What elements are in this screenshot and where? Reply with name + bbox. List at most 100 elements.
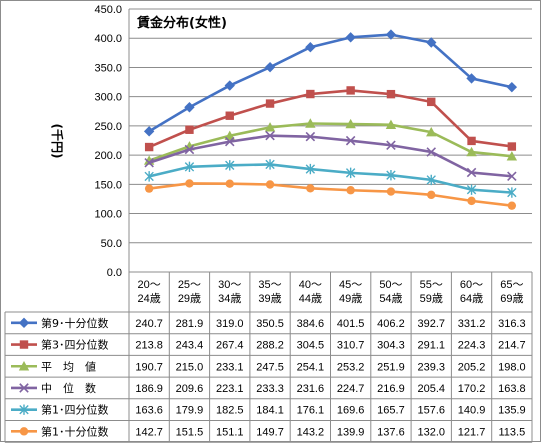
x-tick-label: 25～ 29歳 xyxy=(178,279,201,305)
data-point xyxy=(305,42,316,53)
y-tick-label: 150.0 xyxy=(94,179,122,191)
data-point xyxy=(467,136,476,146)
legend-label: 中 位 数 xyxy=(41,381,96,395)
data-label: 215.0 xyxy=(176,361,204,373)
table-row: 平 均 値 190.7 215.0 233.1 247.5 254.1 253.2 251.9… xyxy=(11,360,526,373)
data-label: 209.6 xyxy=(176,383,204,395)
y-tick-label: 450.0 xyxy=(94,4,122,16)
data-label: 304.3 xyxy=(377,340,405,352)
data-point xyxy=(184,161,195,173)
table-row: 第1･十分位数 142.7 151.5 151.1 149.7 143.2 139.9 137… xyxy=(11,424,525,438)
data-label: 401.5 xyxy=(337,318,365,330)
y-tick-label: 250.0 xyxy=(94,121,122,133)
data-label: 251.9 xyxy=(377,361,405,373)
x-tick-label: 20～ 24歳 xyxy=(138,279,161,305)
table-row: 第9･十分位数 240.7 281.9 319.0 350.5 384.6 401.5 406… xyxy=(11,316,526,330)
data-label: 135.9 xyxy=(498,405,526,417)
data-label: 288.2 xyxy=(256,340,284,352)
data-point xyxy=(506,81,518,93)
data-label: 281.9 xyxy=(176,318,204,330)
data-label: 190.7 xyxy=(135,361,163,373)
series-line xyxy=(148,134,512,178)
data-label: 253.2 xyxy=(337,361,365,373)
data-label: 233.3 xyxy=(256,383,284,395)
series-6 xyxy=(144,179,517,210)
data-point xyxy=(264,122,276,132)
legend-key-marker xyxy=(19,340,29,349)
legend-key-marker xyxy=(18,361,30,371)
data-table: 第9･十分位数 240.7 281.9 319.0 350.5 384.6 401.5 406… xyxy=(4,272,533,443)
data-label: 224.3 xyxy=(458,340,486,352)
data-point xyxy=(345,32,356,43)
legend-key-marker xyxy=(19,383,29,393)
data-point xyxy=(144,158,154,168)
data-point xyxy=(225,179,234,188)
data-point xyxy=(225,111,234,120)
data-label: 240.7 xyxy=(135,318,163,330)
data-label: 310.7 xyxy=(337,340,365,352)
data-label: 239.3 xyxy=(417,361,445,373)
x-tick-label: 50～ 54歳 xyxy=(379,279,402,305)
legend-label: 第1･四分位数 xyxy=(41,403,109,417)
data-point xyxy=(507,142,517,151)
data-label: 231.6 xyxy=(297,383,325,395)
data-label: 214.7 xyxy=(498,340,526,352)
x-tick-label: 30～ 34歳 xyxy=(218,279,241,305)
data-label: 132.0 xyxy=(417,426,445,438)
y-tick-label: 200.0 xyxy=(94,150,122,162)
data-point xyxy=(345,118,356,129)
data-point xyxy=(426,174,436,186)
data-label: 139.9 xyxy=(337,426,365,438)
series-line xyxy=(148,33,513,133)
data-point xyxy=(144,171,154,182)
data-label: 198.0 xyxy=(498,361,526,373)
data-label: 170.2 xyxy=(458,383,486,395)
legend-label: 第9･十分位数 xyxy=(41,316,109,330)
data-point xyxy=(426,37,437,48)
series-3 xyxy=(143,118,518,165)
data-point xyxy=(507,201,517,210)
data-label: 205.2 xyxy=(458,361,486,373)
data-point xyxy=(466,73,477,84)
data-point xyxy=(466,184,477,195)
series-line xyxy=(148,89,513,149)
data-point xyxy=(466,167,477,178)
data-point xyxy=(466,146,477,157)
data-point xyxy=(427,190,436,200)
data-point xyxy=(305,118,316,128)
series-1 xyxy=(143,29,518,137)
legend-key-marker xyxy=(18,317,30,329)
data-label: 243.4 xyxy=(176,340,204,352)
data-label: 163.8 xyxy=(498,383,526,395)
data-label: 142.7 xyxy=(135,426,163,438)
data-label: 350.5 xyxy=(256,318,284,330)
y-tick-label: 350.0 xyxy=(94,62,122,74)
legend-label: 平 均 値 xyxy=(41,360,96,373)
series-4 xyxy=(144,130,517,182)
data-label: 165.7 xyxy=(377,405,405,417)
data-label: 291.1 xyxy=(417,340,445,352)
chart-title: 賃金分布(女性) xyxy=(136,15,227,31)
data-label: 223.1 xyxy=(216,383,244,395)
data-point xyxy=(305,163,316,175)
data-label: 216.9 xyxy=(377,383,405,395)
data-point xyxy=(184,102,195,113)
x-tick-label: 45～ 49歳 xyxy=(339,279,362,305)
data-point xyxy=(385,29,397,40)
data-point xyxy=(185,125,194,134)
data-point xyxy=(507,187,517,198)
x-tick-label: 35～ 39歳 xyxy=(258,279,281,305)
data-point xyxy=(386,187,396,196)
data-label: 169.6 xyxy=(337,405,365,417)
data-point xyxy=(225,160,235,171)
data-label: 392.7 xyxy=(417,318,445,330)
data-label: 331.2 xyxy=(458,318,486,330)
x-tick-label: 55～ 59歳 xyxy=(420,279,443,305)
legend-label: 第1･十分位数 xyxy=(41,424,109,438)
data-label: 205.4 xyxy=(417,383,445,395)
y-tick-label: 50.0 xyxy=(101,238,122,250)
data-point xyxy=(144,142,154,152)
y-tick-label: 100.0 xyxy=(94,209,122,221)
data-label: 143.2 xyxy=(297,426,325,438)
